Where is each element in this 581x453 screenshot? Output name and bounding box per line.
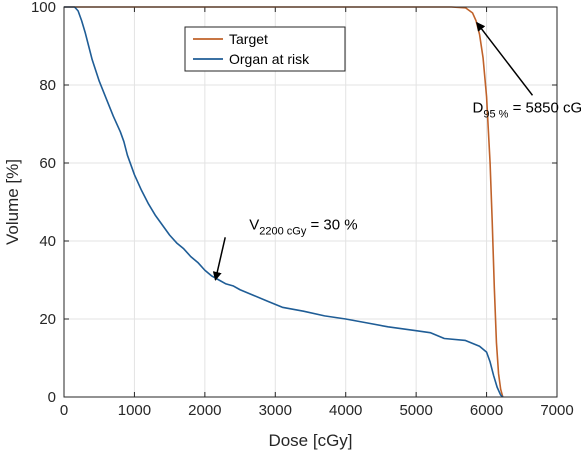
annotations: D95 % = 5850 cGy V2200 cGy = 30 %: [212, 21, 581, 281]
axis-ticks: 0 1000 2000 3000 4000 5000 6000 7000 0 20 40 60 80 10…: [31, 0, 574, 419]
annotation-value: = 30 %: [306, 216, 357, 233]
y-tick-label: 20: [39, 311, 56, 328]
annotation-symbol: V: [249, 216, 259, 233]
legend-entry: Target: [229, 31, 268, 47]
annotation-label: D95 % = 5850 cGy: [472, 99, 581, 120]
x-tick-label: 3000: [259, 402, 292, 419]
x-tick-label: 4000: [329, 402, 362, 419]
x-axis-label: Dose [cGy]: [268, 431, 352, 450]
legend-entry: Organ at risk: [229, 51, 310, 67]
y-axis-label: Volume [%]: [3, 159, 22, 245]
x-tick-label: 5000: [399, 402, 432, 419]
annotation-value: = 5850 cGy: [508, 99, 581, 116]
y-tick-label: 80: [39, 77, 56, 94]
annotation-arrow: [476, 21, 534, 96]
x-tick-label: 7000: [540, 402, 573, 419]
y-tick-label: 60: [39, 155, 56, 172]
annotation-subscript: 2200 cGy: [259, 225, 307, 237]
x-tick-label: 1000: [118, 402, 151, 419]
y-tick-label: 100: [31, 0, 56, 16]
plot-frame: [63, 6, 558, 398]
y-tick-label: 40: [39, 233, 56, 250]
annotation-subscript: 95 %: [483, 108, 508, 120]
annotation-label: V2200 cGy = 30 %: [249, 216, 357, 237]
x-tick-label: 2000: [188, 402, 221, 419]
series-line-organ-at-risk: [64, 6, 504, 398]
y-tick-label: 0: [48, 389, 56, 406]
legend-box: [184, 26, 346, 72]
x-tick-label: 6000: [470, 402, 503, 419]
annotation-arrow: [212, 237, 226, 281]
legend: Target Organ at risk: [184, 26, 346, 72]
x-tick-label: 0: [60, 402, 68, 419]
annotation-symbol: D: [472, 99, 483, 116]
